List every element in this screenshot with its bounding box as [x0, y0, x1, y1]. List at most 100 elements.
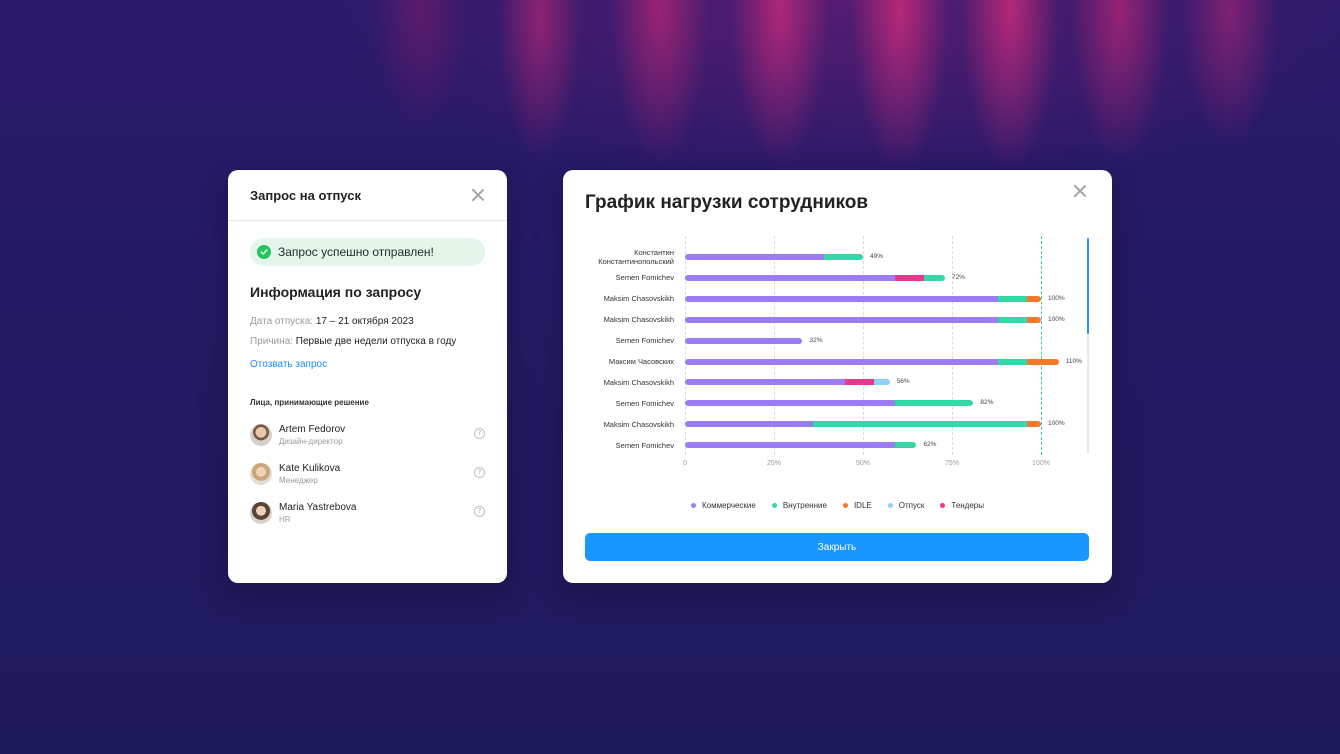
workload-chart: 0 25% 50% 75% 100% Константин Константинопольс…: [563, 170, 1112, 583]
bar-segment-internal: [895, 400, 974, 407]
row-name: Maksim Chasovskikh: [603, 315, 674, 325]
legend-item: Тендеры: [940, 501, 984, 510]
bar-segment-commercial: [685, 442, 896, 449]
person-name: Artem Fedorov: [279, 424, 346, 435]
bar-segment-idle: [1026, 358, 1059, 365]
gridline: [685, 236, 686, 455]
legend-label: Отпуск: [898, 501, 925, 510]
bar-segment-idle: [1026, 316, 1041, 323]
bar-value-label: 110%: [1065, 357, 1082, 365]
bar-segment-commercial: [685, 254, 824, 260]
workload-bar[interactable]: [685, 379, 890, 386]
date-value: 17 – 21 октября 2023: [315, 316, 414, 327]
bar-segment-internal: [813, 421, 1027, 428]
chart-legend: Коммерческие Внутренние IDLE Отпуск Тендеры: [563, 501, 1112, 510]
row-name: Semen Fomichev: [615, 273, 674, 283]
bar-value-label: 100%: [1048, 420, 1065, 428]
bar-value-label: 100%: [1048, 294, 1065, 302]
workload-bar[interactable]: [685, 442, 917, 449]
legend-label: Внутренние: [782, 501, 827, 510]
person-name: Kate Kulikova: [279, 463, 341, 474]
person-item: Kate Kulikova Менеджер ?: [250, 460, 485, 488]
bar-value-label: 49%: [870, 253, 884, 260]
reason-label: Причина:: [250, 336, 293, 347]
legend-item: Внутренние: [771, 501, 827, 510]
bar-segment-commercial: [685, 337, 803, 344]
x-tick-label: 100%: [1032, 460, 1050, 467]
row-name: Semen Fomichev: [615, 398, 674, 408]
bar-segment-commercial: [685, 421, 814, 428]
workload-bar[interactable]: [685, 358, 1059, 365]
bar-segment-internal: [895, 442, 917, 449]
reason-row: Причина: Первые две недели отпуска в год…: [250, 336, 485, 347]
bar-segment-internal: [998, 316, 1027, 323]
legend-dot-icon: [771, 503, 777, 508]
legend-label: Тендеры: [951, 501, 984, 510]
x-tick-label: 50%: [855, 460, 871, 467]
workload-bar[interactable]: [685, 400, 974, 407]
legend-dot-icon: [842, 503, 848, 508]
gridline: [774, 236, 775, 455]
question-icon[interactable]: ?: [474, 467, 485, 478]
avatar: [250, 463, 272, 485]
workload-chart-card: График нагрузки сотрудников 0 25% 50% 75% 10…: [563, 170, 1112, 583]
close-icon[interactable]: [471, 188, 485, 202]
legend-dot-icon: [887, 503, 893, 508]
decision-makers-list: Artem Fedorov Дизайн-директор ? Kate Kul…: [228, 421, 507, 527]
info-title: Информация по запросу: [250, 284, 422, 300]
legend-label: Коммерческие: [701, 501, 756, 510]
person-role: HR: [279, 515, 291, 524]
question-icon[interactable]: ?: [474, 506, 485, 517]
legend-dot-icon: [690, 503, 696, 508]
date-label: Дата отпуска:: [250, 316, 314, 327]
revoke-request-link[interactable]: Отозвать запрос: [250, 359, 328, 370]
scrollbar-track[interactable]: [1087, 238, 1089, 454]
reason-value: Первые две недели отпуска в году: [295, 336, 457, 347]
bar-segment-vacation: [873, 379, 890, 386]
bar-value-label: 82%: [980, 399, 994, 407]
bar-segment-internal: [923, 274, 945, 281]
bar-segment-commercial: [685, 295, 999, 302]
card-title: Запрос на отпуск: [250, 187, 361, 203]
bar-segment-internal: [998, 295, 1027, 302]
bar-segment-internal: [823, 254, 863, 260]
bar-segment-tenders: [845, 379, 874, 386]
x-tick-label: 0: [683, 460, 687, 467]
row-name: Semen Fomichev: [615, 336, 674, 346]
question-icon[interactable]: ?: [474, 428, 485, 439]
close-button[interactable]: Закрыть: [585, 533, 1089, 561]
success-banner: Запрос успешно отправлен!: [250, 238, 485, 266]
row-name: Maksim Chasovskikh: [603, 377, 674, 387]
card-header: Запрос на отпуск: [228, 170, 507, 221]
person-role: Дизайн-директор: [279, 437, 343, 446]
row-name: Maksim Chasovskikh: [603, 294, 674, 304]
bar-segment-commercial: [685, 400, 896, 407]
workload-bar[interactable]: [685, 421, 1041, 428]
bar-value-label: 72%: [951, 273, 965, 281]
bar-value-label: 62%: [923, 441, 937, 449]
legend-label: IDLE: [853, 501, 872, 510]
bar-segment-commercial: [685, 379, 846, 386]
workload-bar[interactable]: [685, 295, 1041, 302]
workload-bar[interactable]: [685, 254, 863, 260]
scrollbar-thumb[interactable]: [1087, 238, 1089, 334]
person-name: Maria Yastrebova: [279, 502, 357, 513]
legend-item: IDLE: [842, 501, 872, 510]
success-message: Запрос успешно отправлен!: [278, 245, 434, 259]
row-name: Максим Часовских: [608, 357, 674, 366]
workload-bar[interactable]: [685, 316, 1041, 323]
legend-item: Коммерческие: [690, 501, 756, 510]
bar-value-label: 32%: [809, 336, 823, 344]
legend-dot-icon: [940, 503, 946, 508]
row-name: Semen Fomichev: [615, 440, 674, 450]
vacation-request-card: Запрос на отпуск Запрос успешно отправле…: [228, 170, 507, 583]
workload-bar[interactable]: [685, 337, 803, 344]
bar-segment-tenders: [895, 274, 924, 281]
workload-bar[interactable]: [685, 274, 945, 281]
bar-value-label: 100%: [1048, 315, 1065, 323]
bar-segment-internal: [998, 358, 1027, 365]
gridline: [863, 236, 864, 455]
gridline: [1041, 236, 1042, 455]
avatar: [250, 502, 272, 524]
bar-segment-commercial: [685, 274, 896, 281]
